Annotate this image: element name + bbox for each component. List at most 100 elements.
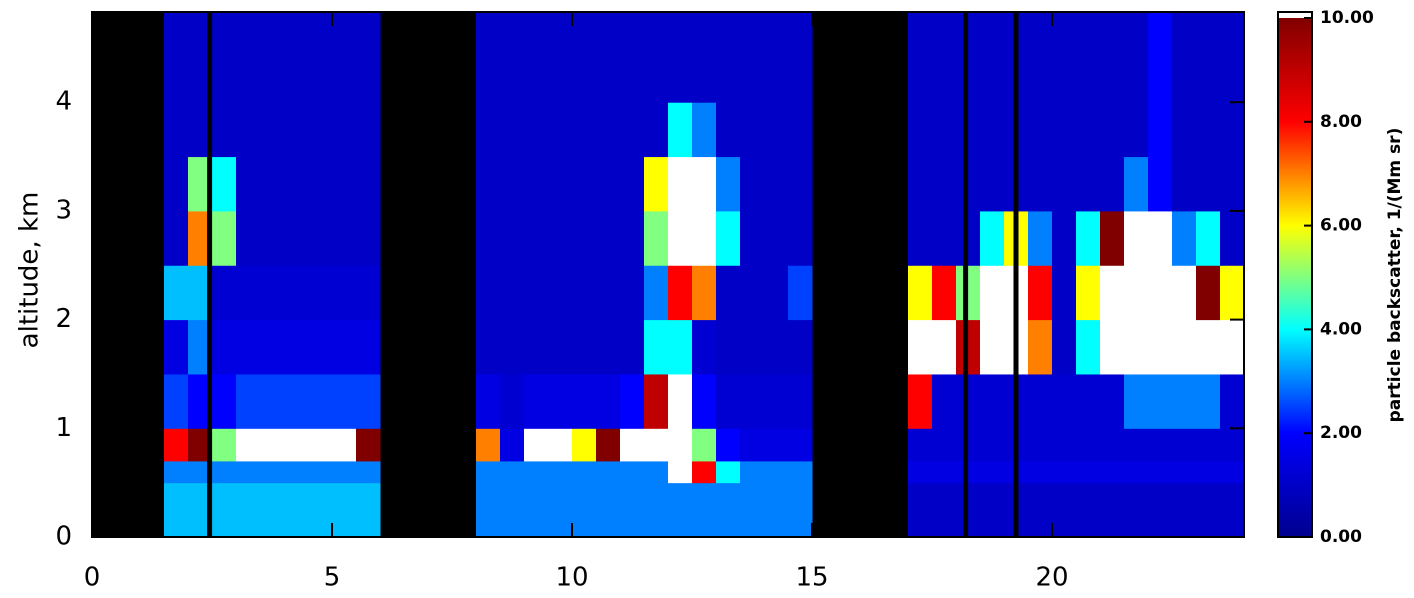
heat-cell <box>236 265 261 321</box>
heat-cell <box>284 428 309 462</box>
heat-cell <box>572 373 597 429</box>
heat-cell <box>1148 482 1173 538</box>
heat-cell <box>668 102 693 158</box>
heat-cell <box>932 12 957 103</box>
heat-cell <box>620 156 645 212</box>
heat-cell <box>212 156 237 212</box>
heat-cell <box>980 428 1005 462</box>
heat-cell <box>1076 428 1101 462</box>
heat-cell <box>764 210 789 266</box>
heat-cell <box>524 428 549 462</box>
heat-cell <box>284 460 309 484</box>
colorbar-tick-label: 2.00 <box>1320 423 1362 443</box>
heat-cell <box>668 373 693 429</box>
heat-cell <box>740 156 765 212</box>
heat-cell <box>260 460 285 484</box>
heat-cell <box>788 460 813 484</box>
heat-cell <box>1220 373 1245 429</box>
heat-cell <box>308 210 333 266</box>
heat-cell <box>956 102 981 158</box>
heat-cell <box>716 210 741 266</box>
heat-cell <box>1076 12 1101 103</box>
heat-cell <box>572 156 597 212</box>
heat-cell <box>668 428 693 462</box>
heat-cell <box>500 482 525 538</box>
heat-cell <box>572 265 597 321</box>
heat-cell <box>668 156 693 212</box>
heat-cell <box>548 12 573 103</box>
heat-cell <box>1148 210 1173 266</box>
heat-cell <box>1100 156 1125 212</box>
heat-cell <box>788 319 813 375</box>
heat-cell <box>740 210 765 266</box>
heat-cell <box>1196 102 1221 158</box>
heat-cell <box>716 482 741 538</box>
heat-cell <box>308 373 333 429</box>
heat-cell <box>1124 102 1149 158</box>
heat-cell <box>956 265 981 321</box>
heat-cell <box>524 265 549 321</box>
heat-cell <box>164 210 189 266</box>
heat-cell <box>1076 319 1101 375</box>
heat-cell <box>908 210 933 266</box>
heat-cell <box>692 319 717 375</box>
heat-cell <box>596 265 621 321</box>
colorbar-tick-label: 10.00 <box>1320 8 1374 28</box>
heat-cell <box>476 210 501 266</box>
heat-cell <box>284 265 309 321</box>
heat-cell <box>620 373 645 429</box>
heat-cell <box>1148 428 1173 462</box>
heat-cell <box>356 265 381 321</box>
heat-cell <box>572 12 597 103</box>
heat-cell <box>932 373 957 429</box>
heat-cell <box>572 319 597 375</box>
heat-cell <box>236 373 261 429</box>
heat-cell <box>332 319 357 375</box>
heat-cell <box>476 428 501 462</box>
heat-cell <box>236 210 261 266</box>
heat-cell <box>212 319 237 375</box>
heat-cell <box>1028 319 1053 375</box>
heat-cell <box>1172 460 1197 484</box>
heat-cell <box>788 102 813 158</box>
heat-cell <box>764 12 789 103</box>
heat-cell <box>500 210 525 266</box>
heat-cell <box>1052 373 1077 429</box>
heat-cell <box>1220 428 1245 462</box>
heat-cell <box>1028 428 1053 462</box>
heat-cell <box>1196 12 1221 103</box>
heat-cell <box>308 482 333 538</box>
heat-cell <box>1052 428 1077 462</box>
heat-cell <box>620 210 645 266</box>
heat-cell <box>980 156 1005 212</box>
heat-cell <box>548 460 573 484</box>
heat-cell <box>500 12 525 103</box>
heat-cell <box>1124 428 1149 462</box>
heat-cell <box>788 210 813 266</box>
heat-cell <box>740 482 765 538</box>
heat-cell <box>308 156 333 212</box>
heat-cell <box>596 482 621 538</box>
heat-cell <box>1172 156 1197 212</box>
heat-cell <box>764 319 789 375</box>
heat-cell <box>1100 428 1125 462</box>
heat-cell <box>164 265 189 321</box>
heat-cell <box>1172 319 1197 375</box>
heat-cell <box>332 12 357 103</box>
heat-cell <box>1172 482 1197 538</box>
heat-cell <box>740 460 765 484</box>
heat-cell <box>260 373 285 429</box>
heat-cell <box>308 460 333 484</box>
heat-cell <box>692 373 717 429</box>
heat-cell <box>1148 12 1173 103</box>
heat-cell <box>524 482 549 538</box>
heat-cell <box>1196 482 1221 538</box>
heat-cell <box>524 460 549 484</box>
heat-cell <box>692 102 717 158</box>
heat-cell <box>956 210 981 266</box>
heat-cell <box>260 102 285 158</box>
heat-cell <box>572 428 597 462</box>
x-tick-label: 20 <box>1035 563 1068 593</box>
y-tick-label: 2 <box>55 304 72 334</box>
heat-cell <box>668 319 693 375</box>
